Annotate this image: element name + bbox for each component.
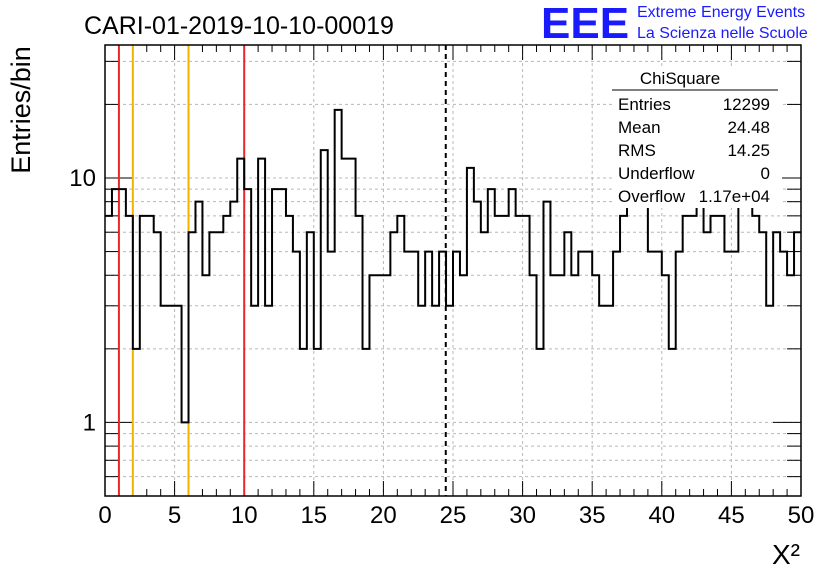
stat-label-mean: Mean	[618, 118, 661, 137]
x-tick-label: 40	[648, 502, 675, 529]
tick-labels: 0 5 10 15 20 25 30 35 40 45 50 1 10	[69, 165, 814, 529]
stat-value-overflow: 1.17e+04	[699, 187, 770, 206]
x-tick-label: 5	[168, 502, 181, 529]
x-tick-label: 15	[300, 502, 327, 529]
stats-box-title: ChiSquare	[640, 69, 720, 88]
stat-label-overflow: Overflow	[618, 187, 686, 206]
x-axis-label: X²	[772, 539, 800, 570]
histogram-outline	[105, 108, 801, 424]
x-tick-label: 50	[788, 502, 815, 529]
stat-label-entries: Entries	[618, 95, 671, 114]
x-tick-label: 30	[509, 502, 536, 529]
stat-value-mean: 24.48	[727, 118, 770, 137]
stat-value-entries: 12299	[723, 95, 770, 114]
stats-box: ChiSquare Entries 12299 Mean 24.48 RMS 1…	[612, 66, 782, 208]
y-tick-label: 1	[83, 409, 96, 436]
x-tick-label: 10	[231, 502, 258, 529]
logo-mark: EEE	[541, 0, 629, 48]
grid	[105, 45, 801, 497]
x-tick-label: 35	[579, 502, 606, 529]
stat-value-underflow: 0	[761, 164, 770, 183]
x-tick-label: 20	[370, 502, 397, 529]
stat-label-underflow: Underflow	[618, 164, 695, 183]
stat-value-rms: 14.25	[727, 141, 770, 160]
chart-title: CARI-01-2019-10-10-00019	[84, 12, 394, 40]
logo-line-2: La Scienza nelle Scuole	[637, 25, 808, 42]
stat-label-rms: RMS	[618, 141, 656, 160]
x-tick-label: 0	[98, 502, 111, 529]
logo-line-1: Extreme Energy Events	[637, 4, 805, 21]
x-tick-label: 25	[440, 502, 467, 529]
x-tick-label: 45	[718, 502, 745, 529]
plot-frame	[104, 44, 802, 497]
eee-logo: EEE Extreme Energy Events La Scienza nel…	[541, 0, 808, 48]
y-axis-label: Entries/bin	[6, 46, 36, 174]
y-tick-label: 10	[69, 165, 96, 192]
